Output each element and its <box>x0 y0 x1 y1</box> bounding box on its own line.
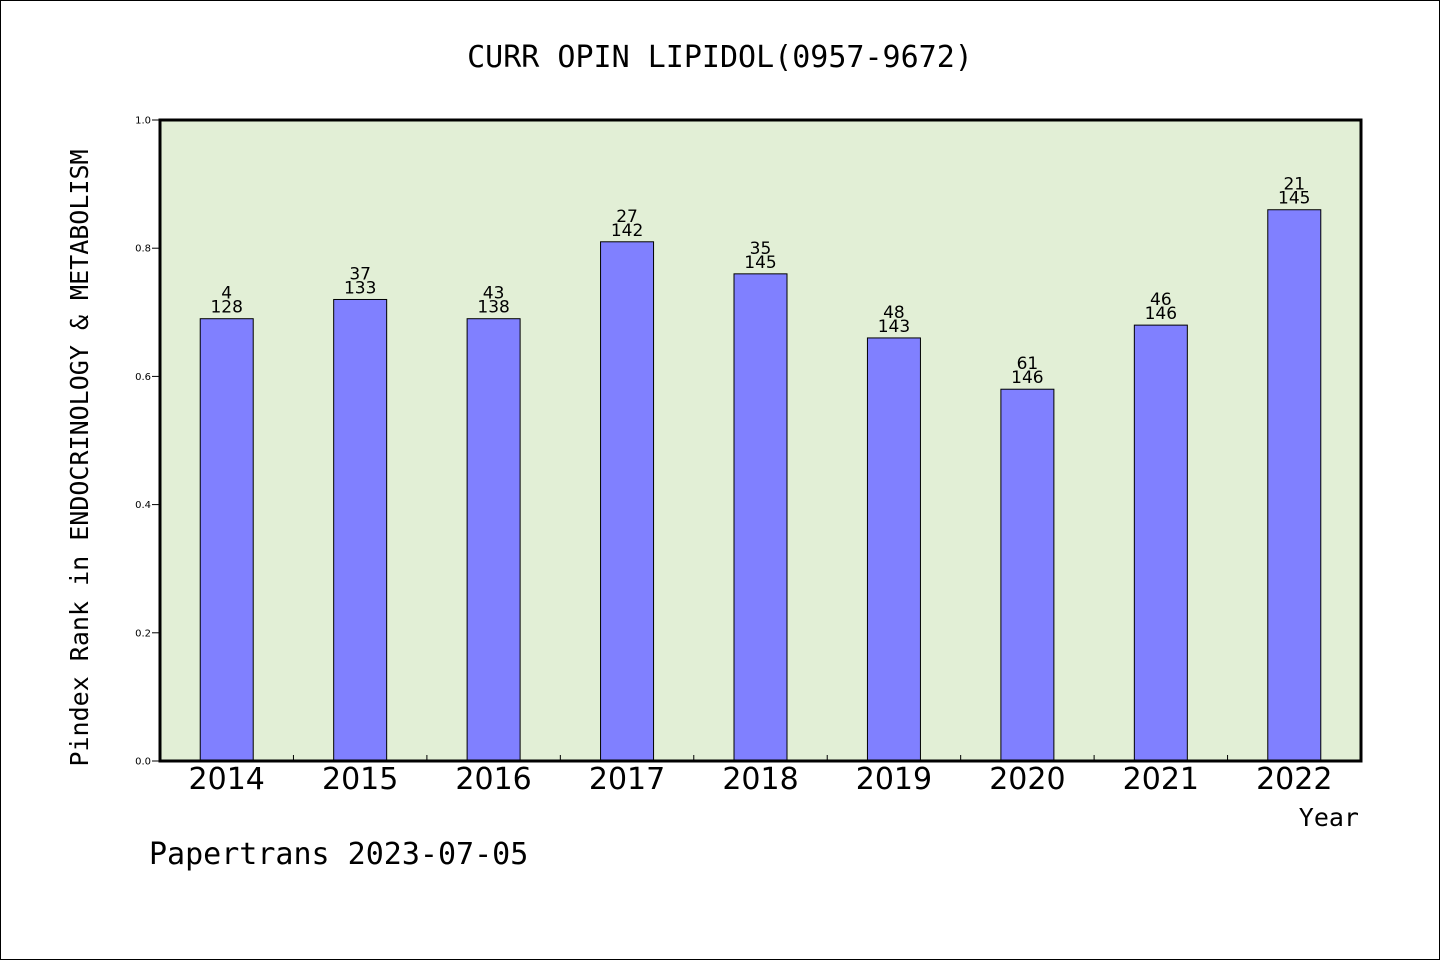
y-axis: 0.0 0.2 0.4 0.6 0.8 1.0 <box>135 116 160 768</box>
bar-total-label: 146 <box>1145 304 1177 324</box>
bar-total-label: 145 <box>1278 189 1310 209</box>
bar-2017 <box>600 241 655 762</box>
y-axis-label: Pindex Rank in ENDOCRINOLOGY & METABOLIS… <box>65 149 94 766</box>
x-tick-label: 2021 <box>1123 762 1199 797</box>
bar-2015 <box>333 298 388 762</box>
x-tick-label: 2015 <box>322 762 398 797</box>
bar-total-label: 145 <box>744 253 776 273</box>
bar-rank-label: 37 <box>349 264 371 284</box>
bar-total-label: 138 <box>477 298 509 318</box>
bars-layer <box>199 209 1322 762</box>
bar-2019 <box>866 337 921 762</box>
x-tick-label: 2017 <box>589 762 665 797</box>
x-tick-label: 2022 <box>1256 762 1332 797</box>
y-tick-label: 0.8 <box>135 244 151 255</box>
y-tick-label: 0.6 <box>135 372 151 383</box>
x-tick-label: 2020 <box>989 762 1065 797</box>
bar-total-label: 128 <box>210 298 242 318</box>
y-tick-label: 0.4 <box>135 500 151 511</box>
y-tick-label: 0.0 <box>135 757 151 768</box>
y-tick-label: 0.2 <box>135 628 151 639</box>
bar-2016 <box>466 318 521 762</box>
bar-total-label: 133 <box>344 278 376 298</box>
bar-2014 <box>199 318 254 762</box>
x-axis-label: Year <box>1299 803 1359 832</box>
x-tick-label: 2016 <box>455 762 531 797</box>
bar-2018 <box>733 273 788 762</box>
footer-text: Papertrans 2023-07-05 <box>149 837 528 872</box>
plot-border <box>158 118 1363 763</box>
y-tick-label: 1.0 <box>135 116 151 127</box>
bar-total-label: 146 <box>1011 368 1043 388</box>
bar-rank-label: 48 <box>883 303 905 323</box>
bar-total-label: 142 <box>611 221 643 241</box>
chart-title: CURR OPIN LIPIDOL(0957-9672) <box>467 40 973 75</box>
bar-rank-label: 4 <box>221 284 232 304</box>
bar-rank-label: 35 <box>750 239 772 259</box>
bar-total-label: 143 <box>878 317 910 337</box>
bar-rank-label: 21 <box>1283 175 1305 195</box>
bar-2021 <box>1133 324 1188 762</box>
bar-2020 <box>1000 388 1055 762</box>
x-tick-label: 2019 <box>856 762 932 797</box>
bar-rank-label: 46 <box>1150 290 1172 310</box>
bar-rank-label: 43 <box>483 284 505 304</box>
bar-2022 <box>1267 209 1322 762</box>
bar-rank-label: 61 <box>1017 354 1039 374</box>
x-tick-label: 2018 <box>722 762 798 797</box>
x-tick-label: 2014 <box>189 762 265 797</box>
x-axis: 2014 2015 2016 2017 2018 2019 2020 2021 2022 <box>189 755 1332 797</box>
bar-rank-label: 27 <box>616 207 638 227</box>
